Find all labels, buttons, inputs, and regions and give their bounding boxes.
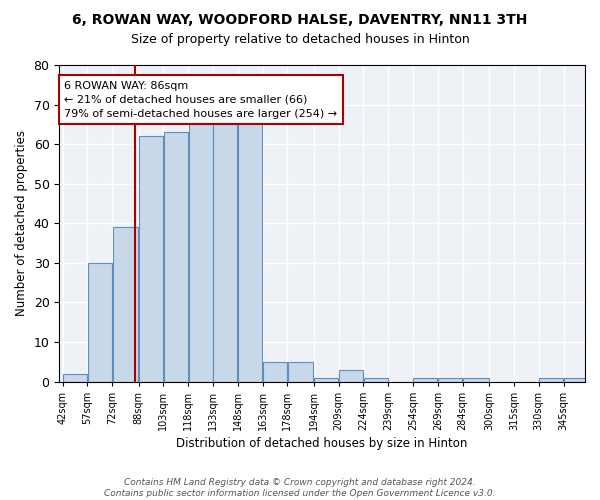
Bar — [564, 378, 588, 382]
Bar — [113, 228, 138, 382]
Bar — [88, 263, 112, 382]
Bar — [364, 378, 388, 382]
Bar — [314, 378, 338, 382]
Y-axis label: Number of detached properties: Number of detached properties — [15, 130, 28, 316]
Text: Contains HM Land Registry data © Crown copyright and database right 2024.
Contai: Contains HM Land Registry data © Crown c… — [104, 478, 496, 498]
Bar — [339, 370, 363, 382]
Bar — [539, 378, 563, 382]
Bar — [463, 378, 489, 382]
Text: 6, ROWAN WAY, WOODFORD HALSE, DAVENTRY, NN11 3TH: 6, ROWAN WAY, WOODFORD HALSE, DAVENTRY, … — [73, 12, 527, 26]
Bar — [288, 362, 313, 382]
Bar — [413, 378, 437, 382]
Bar — [188, 124, 212, 382]
Bar — [139, 136, 163, 382]
X-axis label: Distribution of detached houses by size in Hinton: Distribution of detached houses by size … — [176, 437, 468, 450]
Bar — [238, 120, 262, 382]
Text: 6 ROWAN WAY: 86sqm
← 21% of detached houses are smaller (66)
79% of semi-detache: 6 ROWAN WAY: 86sqm ← 21% of detached hou… — [64, 81, 337, 119]
Bar — [438, 378, 462, 382]
Bar — [164, 132, 188, 382]
Bar — [214, 124, 238, 382]
Bar — [63, 374, 87, 382]
Text: Size of property relative to detached houses in Hinton: Size of property relative to detached ho… — [131, 32, 469, 46]
Bar — [263, 362, 287, 382]
